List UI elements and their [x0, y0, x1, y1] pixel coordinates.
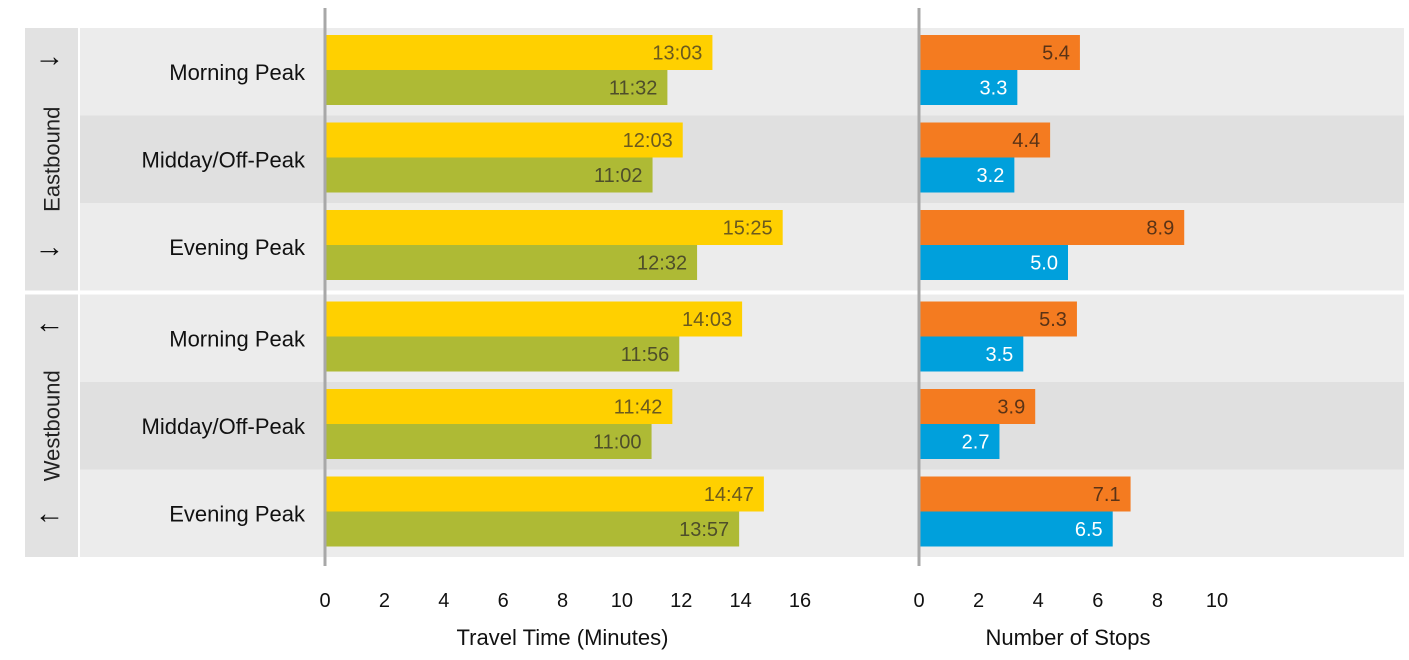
row-label: Evening Peak — [169, 501, 306, 526]
bar — [919, 476, 1131, 512]
tick-label: 12 — [670, 590, 692, 612]
bar — [919, 424, 1000, 459]
data-label: 3.2 — [977, 165, 1005, 187]
tick-label: 8 — [557, 590, 568, 612]
bar — [919, 35, 1080, 70]
data-label: 13:57 — [679, 519, 729, 541]
tick-label: 16 — [789, 590, 811, 612]
bar — [325, 476, 764, 512]
tick-label: 8 — [1152, 590, 1163, 612]
row-label: Morning Peak — [169, 326, 306, 351]
data-label: 11:02 — [594, 165, 643, 187]
data-label: 3.9 — [997, 397, 1025, 419]
bar — [325, 389, 673, 424]
bar — [919, 122, 1051, 158]
bar — [919, 511, 1113, 547]
data-label: 4.4 — [1012, 130, 1040, 152]
bar — [325, 157, 653, 193]
tick-label: 10 — [1206, 590, 1228, 612]
bar — [325, 424, 652, 459]
data-label: 5.3 — [1039, 309, 1067, 331]
data-label: 3.3 — [980, 78, 1008, 100]
group-tab — [25, 294, 78, 557]
data-label: 5.4 — [1042, 43, 1070, 65]
tick-label: 2 — [379, 590, 390, 612]
data-label: 2.7 — [962, 432, 990, 454]
data-label: 14:47 — [704, 484, 754, 506]
data-label: 5.0 — [1030, 253, 1058, 275]
bar — [325, 336, 680, 372]
data-label: 12:03 — [623, 130, 673, 152]
data-label: 7.1 — [1093, 484, 1121, 506]
tick-label: 0 — [913, 590, 924, 612]
bar — [919, 210, 1185, 245]
bar — [325, 511, 740, 547]
bar — [919, 336, 1024, 372]
x-axis-label: Travel Time (Minutes) — [457, 625, 669, 650]
row-label: Midday/Off-Peak — [142, 414, 306, 439]
data-label: 11:42 — [614, 397, 663, 419]
tick-label: 4 — [1033, 590, 1044, 612]
data-label: 6.5 — [1075, 519, 1103, 541]
tick-label: 0 — [319, 590, 330, 612]
direction-arrow-icon: ← — [35, 497, 65, 530]
tick-label: 2 — [973, 590, 984, 612]
tick-label: 4 — [438, 590, 449, 612]
data-label: 11:00 — [593, 432, 642, 454]
direction-arrow-icon: → — [35, 40, 65, 73]
row-band — [80, 382, 1404, 470]
data-label: 12:32 — [637, 253, 687, 275]
tick-label: 10 — [611, 590, 633, 612]
group-tab — [25, 28, 78, 291]
data-label: 11:56 — [621, 344, 670, 366]
data-label: 11:32 — [609, 78, 658, 100]
tick-label: 6 — [498, 590, 509, 612]
bar — [919, 389, 1036, 424]
bar — [919, 245, 1068, 280]
group-label: Eastbound — [40, 107, 65, 212]
bar — [325, 70, 668, 105]
tick-label: 6 — [1092, 590, 1103, 612]
data-label: 15:25 — [723, 218, 773, 240]
direction-arrow-icon: ← — [35, 307, 65, 340]
bar — [919, 301, 1077, 337]
row-label: Morning Peak — [169, 60, 306, 85]
row-band — [80, 115, 1404, 203]
bar — [325, 122, 683, 158]
tick-label: 14 — [730, 590, 752, 612]
row-label: Evening Peak — [169, 235, 306, 260]
bar — [325, 245, 698, 280]
data-label: 14:03 — [682, 309, 732, 331]
x-axis-label: Number of Stops — [985, 625, 1150, 650]
bar — [325, 35, 713, 70]
row-label: Midday/Off-Peak — [142, 147, 306, 172]
bar — [919, 157, 1015, 193]
group-label: Westbound — [40, 370, 65, 481]
direction-arrow-icon: → — [35, 231, 65, 264]
bar — [325, 210, 783, 245]
data-label: 3.5 — [985, 344, 1013, 366]
bar — [919, 70, 1018, 105]
bar — [325, 301, 743, 337]
data-label: 13:03 — [652, 43, 702, 65]
data-label: 8.9 — [1146, 218, 1174, 240]
row-band — [80, 28, 1404, 116]
